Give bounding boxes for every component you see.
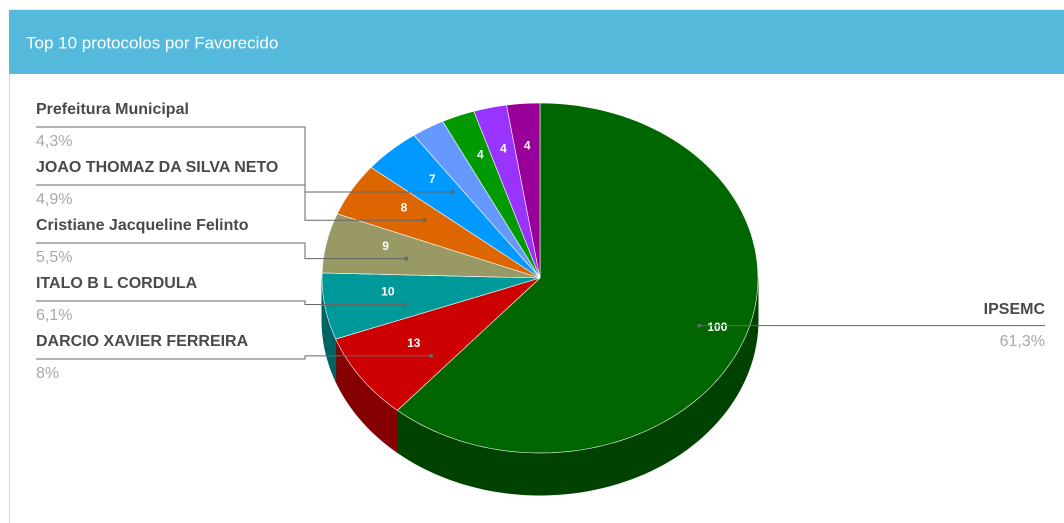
leader-dot: [403, 302, 408, 307]
pie-tops: [321, 102, 759, 454]
category-label: Prefeitura Municipal: [36, 101, 189, 118]
data-label: 4: [477, 147, 484, 161]
data-label: 9: [382, 239, 389, 253]
leader-dot: [697, 323, 702, 328]
slice: [442, 110, 541, 279]
slice: [506, 102, 541, 279]
category-label: DARCIO XAVIER FERREIRA: [36, 333, 249, 350]
slice: [321, 272, 541, 340]
slice: [321, 213, 541, 279]
data-label: 7: [429, 172, 436, 186]
percent-label: 5,5%: [36, 249, 72, 266]
panel-title: Top 10 protocolos por Favorecido: [26, 33, 278, 52]
percent-label: 4,9%: [36, 191, 72, 208]
leader-dot: [422, 218, 427, 223]
percent-label: 61,3%: [1000, 333, 1045, 350]
leader-line: [36, 355, 432, 360]
leader-line: [36, 300, 406, 306]
category-label: ITALO B L CORDULA: [36, 275, 198, 292]
data-label: 4: [524, 139, 531, 153]
category-label: IPSEMC: [984, 301, 1046, 318]
pie-sides: [321, 277, 759, 496]
leader-line: [36, 242, 407, 260]
data-label: 100: [707, 320, 727, 334]
slice: [336, 167, 541, 279]
leader-dot: [450, 189, 455, 194]
leader-line: [36, 126, 453, 193]
pie-labels: 100 13 10 9 8 7 4 4 4 Prefeitura Municipal 4,3% JOA…: [36, 101, 1045, 382]
leader-dot: [429, 353, 434, 358]
percent-label: 6,1%: [36, 307, 72, 324]
category-label: Cristiane Jacqueline Felinto: [36, 217, 249, 234]
data-label: 10: [381, 285, 395, 299]
data-label: 13: [407, 336, 421, 350]
slice: [473, 104, 541, 279]
data-label: 8: [401, 200, 408, 214]
header-bar: [9, 10, 1064, 74]
percent-label: 4,3%: [36, 133, 72, 150]
percent-label: 8%: [36, 365, 59, 382]
slice: [370, 134, 541, 279]
data-label: 4: [500, 142, 507, 156]
leader-line: [36, 184, 425, 221]
slice: [413, 121, 541, 279]
slice: [396, 102, 759, 454]
category-label: JOAO THOMAZ DA SILVA NETO: [36, 159, 278, 176]
leader-dot: [404, 256, 409, 261]
slice: [335, 277, 541, 411]
